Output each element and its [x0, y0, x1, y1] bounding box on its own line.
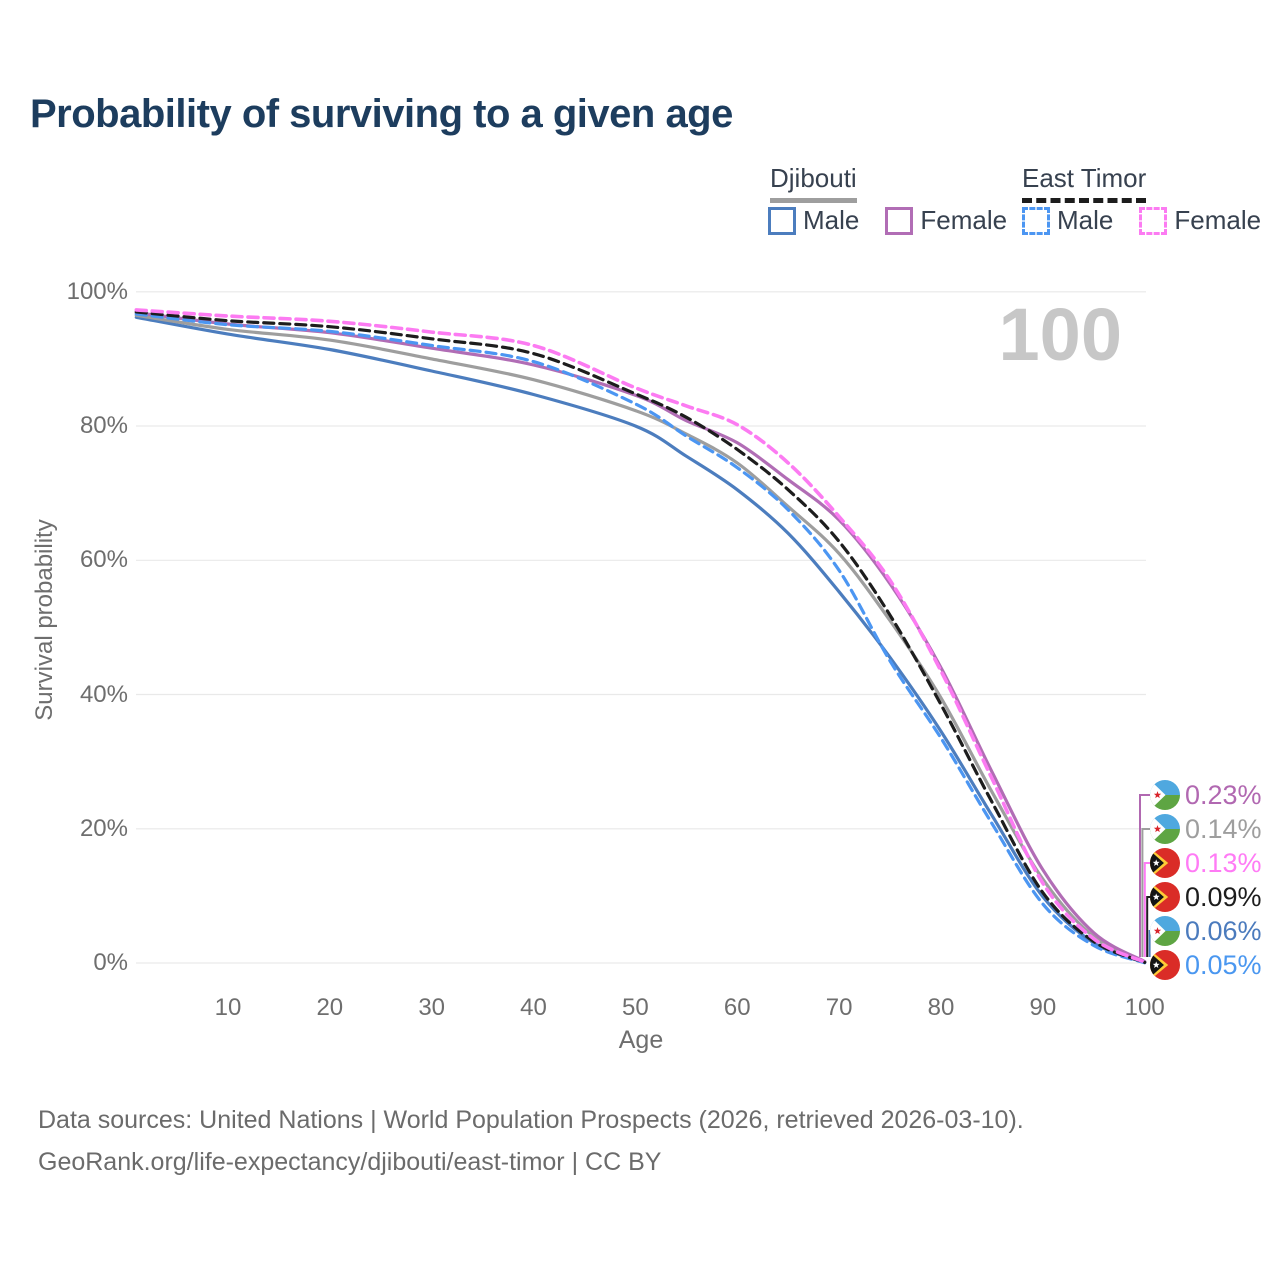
east-timor-flag-icon: [1150, 848, 1180, 878]
end-value: 0.09%: [1185, 881, 1262, 912]
end-label-east-timor-both: 0.09%: [1150, 881, 1262, 913]
djibouti-male-swatch-icon: [768, 206, 796, 235]
attribution-note: GeoRank.org/life-expectancy/djibouti/eas…: [38, 1148, 662, 1176]
legend-group-east-timor[interactable]: East Timor: [1022, 163, 1147, 203]
page-title: Probability of surviving to a given age: [30, 92, 733, 136]
y-tick: 80%: [79, 412, 128, 440]
x-tick: 80: [927, 994, 955, 1021]
x-tick: 100: [1124, 994, 1165, 1021]
legend-item-djibouti-female[interactable]: Female: [885, 205, 1007, 236]
end-value: 0.06%: [1185, 915, 1262, 946]
series-line-east-timor-both-sexes[interactable]: [134, 310, 1147, 964]
end-value: 0.05%: [1185, 949, 1262, 980]
legend-item-djibouti-male[interactable]: Male: [768, 205, 859, 236]
y-tick: 100%: [66, 277, 128, 305]
legend-item-label: Female: [920, 205, 1008, 235]
end-label-djibouti-both: 0.14%: [1150, 813, 1262, 845]
legend-row-east-timor: Male Female: [1022, 205, 1261, 236]
y-tick: 20%: [79, 814, 128, 842]
east-timor-male-swatch-icon: [1022, 206, 1050, 235]
x-tick: 70: [825, 994, 853, 1021]
y-tick: 0%: [93, 949, 128, 976]
end-value: 0.23%: [1185, 779, 1262, 810]
legend-item-east-timor-female[interactable]: Female: [1139, 205, 1261, 236]
legend-item-east-timor-male[interactable]: Male: [1022, 205, 1113, 236]
series-line-east-timor-male[interactable]: [134, 312, 1147, 965]
x-tick: 20: [316, 994, 344, 1021]
djibouti-flag-icon: [1150, 780, 1180, 810]
djibouti-flag-icon: [1150, 814, 1180, 844]
east-timor-flag-icon: [1150, 882, 1180, 912]
end-value: 0.14%: [1185, 813, 1262, 844]
east-timor-flag-icon: [1150, 950, 1180, 980]
data-sources-note: Data sources: United Nations | World Pop…: [38, 1106, 1024, 1134]
east-timor-female-swatch-icon: [1139, 206, 1168, 235]
x-axis-title: Age: [618, 1026, 664, 1054]
legend-item-label: Male: [1057, 205, 1114, 235]
legend-item-label: Female: [1174, 205, 1262, 235]
end-label-east-timor-female: 0.13%: [1150, 847, 1262, 879]
x-tick: 50: [622, 994, 649, 1021]
djibouti-flag-icon: [1150, 916, 1180, 946]
series-line-djibouti-female[interactable]: [134, 311, 1147, 964]
end-value: 0.13%: [1185, 847, 1262, 878]
legend-group-djibouti[interactable]: Djibouti: [770, 163, 857, 203]
y-tick: 60%: [79, 546, 128, 574]
legend-item-label: Male: [803, 205, 860, 235]
x-tick: 40: [520, 994, 547, 1021]
x-tick: 90: [1029, 994, 1057, 1021]
x-tick: 60: [723, 994, 751, 1021]
x-tick: 30: [418, 994, 446, 1021]
series-line-djibouti-male[interactable]: [134, 315, 1147, 965]
age-counter-watermark: 100: [998, 293, 1122, 376]
x-tick: 10: [214, 994, 242, 1021]
end-label-east-timor-male: 0.05%: [1150, 949, 1262, 981]
series-line-east-timor-female[interactable]: [134, 308, 1147, 964]
y-axis-title: Survival probability: [31, 519, 58, 721]
end-label-djibouti-female: 0.23%: [1150, 779, 1262, 811]
djibouti-female-swatch-icon: [885, 206, 914, 235]
series-line-djibouti-both-sexes[interactable]: [134, 313, 1147, 964]
end-label-djibouti-male: 0.06%: [1150, 915, 1262, 947]
y-tick: 40%: [79, 680, 128, 708]
legend-row-djibouti: Male Female: [768, 205, 1007, 236]
